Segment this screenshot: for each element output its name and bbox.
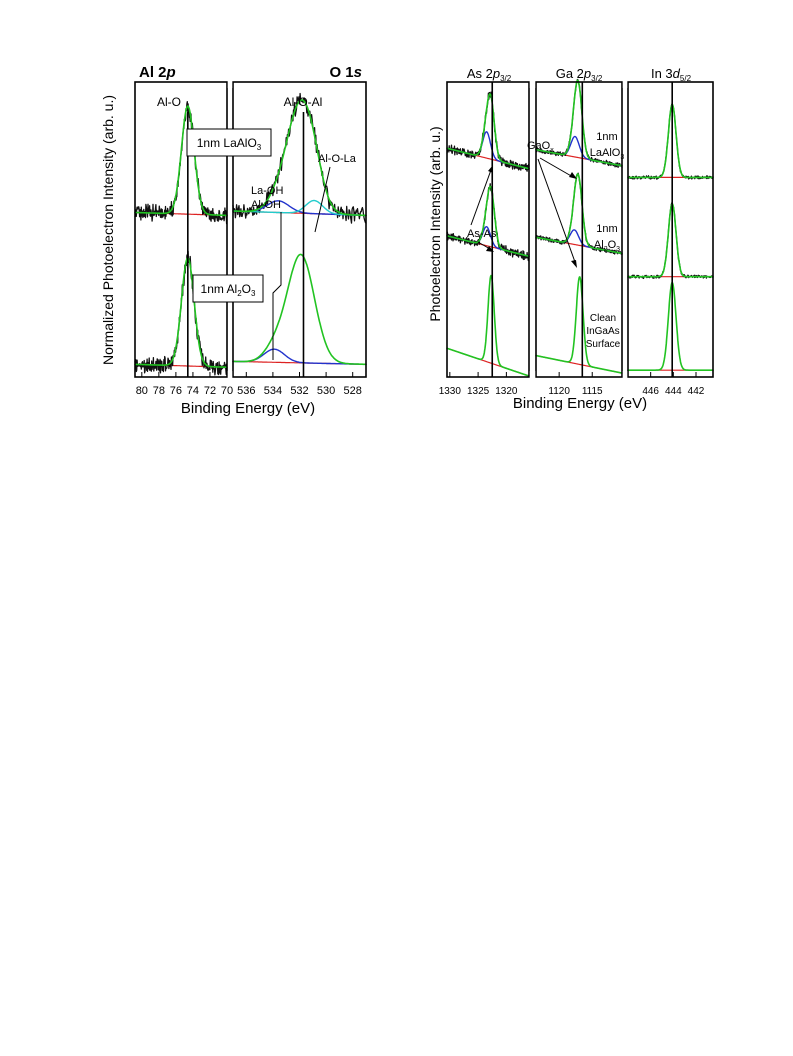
- as-al2o3-fit-envelope: [446, 185, 530, 258]
- al-oh-label: Al-OH: [251, 199, 281, 211]
- laalo3-label-line1: 1nm: [596, 131, 617, 143]
- ga2p-tick-label: 1115: [582, 386, 603, 397]
- al2p-tick-label: 72: [204, 385, 216, 397]
- o1s-traces: [232, 92, 367, 366]
- al2p-tick-label: 70: [221, 385, 233, 397]
- left-chart: 80 78 76 74 72 70 536 534 532 530 528 Al 2p O 1s …: [100, 64, 367, 417]
- ga2p-ticks: 1120 1115: [548, 372, 603, 397]
- as2p-tick-label: 1325: [467, 386, 490, 397]
- in-clean-fit-envelope: [627, 281, 714, 372]
- in3d-title: In 3d5/2: [651, 66, 692, 83]
- al-o-la-pointer: [314, 166, 331, 233]
- ga2p-tick-label: 1120: [548, 386, 570, 397]
- o1s-tick-label: 530: [317, 385, 335, 397]
- ga2p-title: Ga 2p3/2: [556, 66, 603, 83]
- as2p-traces: [446, 91, 530, 377]
- in-laalo3-fit-envelope: [627, 103, 714, 179]
- as2p-frame: [446, 81, 530, 378]
- al2p-tick-label: 76: [170, 385, 182, 397]
- as-as-arrows: [470, 165, 494, 252]
- la-oh-label: La-OH: [251, 185, 283, 197]
- al2p-title: Al 2p: [139, 64, 176, 81]
- left-y-axis-label: Normalized Photoelectron Intensity (arb.…: [100, 95, 116, 365]
- in3d-traces: [627, 103, 714, 372]
- al2p-tick-label: 74: [187, 385, 199, 397]
- right-x-axis-label: Binding Energy (eV): [513, 395, 647, 412]
- al2o3-label-line2: Al2O3: [594, 239, 620, 253]
- al2p-ticks: 80 78 76 74 72 70: [136, 372, 233, 397]
- in3d-tick-label: 442: [688, 386, 705, 397]
- right-chart: 1330 1325 1320 1120 1115 446 444 442 As 2p3/2…: [427, 66, 714, 412]
- o1s-tick-label: 536: [237, 385, 255, 397]
- o1s-ticks: 536 534 532 530 528: [237, 372, 362, 397]
- as2p-ticks: 1330 1325 1320: [439, 372, 518, 397]
- al2p-tick-label: 78: [153, 385, 165, 397]
- o1s-tick-label: 534: [264, 385, 282, 397]
- o1s-title: O 1s: [329, 64, 362, 81]
- al2p-laalo3-fit-envelope: [134, 105, 228, 217]
- al-o-la-label: Al-O-La: [318, 153, 357, 165]
- ga-al2o3-fit-envelope: [535, 173, 623, 255]
- o1s-al2o3-fit-envelope: [232, 253, 367, 366]
- la-oh-pointer: [272, 212, 282, 360]
- ga2p-traces: [535, 78, 623, 374]
- o1s-tick-label: 532: [290, 385, 308, 397]
- al-o-al-label: Al-O-Al: [284, 95, 323, 109]
- ga2p-frame: [535, 81, 623, 378]
- gaox-label: GaOx: [527, 140, 554, 154]
- as-laalo3-fit-envelope: [446, 93, 530, 170]
- in-al2o3-fit-envelope: [627, 203, 714, 278]
- in3d-tick-label: 446: [642, 386, 659, 397]
- laalo3-label-line2: LaAlO3: [590, 147, 625, 161]
- o1s-tick-label: 528: [344, 385, 362, 397]
- al2o3-box-label: 1nm Al2O3: [201, 282, 256, 298]
- clean-label-line2: InGaAs: [586, 326, 619, 337]
- al2o3-box: [192, 274, 264, 303]
- as-as-label: As-As: [467, 228, 497, 240]
- clean-label-line1: Clean: [590, 313, 616, 324]
- al2o3-label-line1: 1nm: [596, 223, 617, 235]
- in3d-frame: [627, 81, 714, 378]
- right-y-axis-label: Photoelectron Intensity (arb. u.): [427, 126, 443, 321]
- as-clean-fit-envelope: [446, 274, 530, 377]
- gaox-arrows: [537, 157, 577, 268]
- al2p-al2o3-fit-envelope: [134, 257, 228, 369]
- clean-label-line3: Surface: [586, 339, 621, 350]
- in3d-ticks: 446 444 442: [642, 372, 705, 397]
- as2p-title: As 2p3/2: [467, 66, 512, 83]
- ga-laalo3-fit-envelope: [535, 79, 623, 167]
- ga-clean-fit-envelope: [535, 276, 623, 374]
- o1s-laalo3-fit-envelope: [232, 99, 367, 217]
- al-o-label: Al-O: [157, 95, 181, 109]
- in3d-tick-label: 444: [665, 386, 682, 397]
- al2p-tick-label: 80: [136, 385, 148, 397]
- al2p-frame: [134, 81, 228, 378]
- as2p-tick-label: 1320: [495, 386, 518, 397]
- laalo3-box-label: 1nm LaAlO3: [197, 136, 262, 152]
- left-x-axis-label: Binding Energy (eV): [181, 400, 315, 417]
- laalo3-box: [186, 128, 272, 157]
- as2p-tick-label: 1330: [439, 386, 462, 397]
- al2p-traces: [134, 100, 228, 376]
